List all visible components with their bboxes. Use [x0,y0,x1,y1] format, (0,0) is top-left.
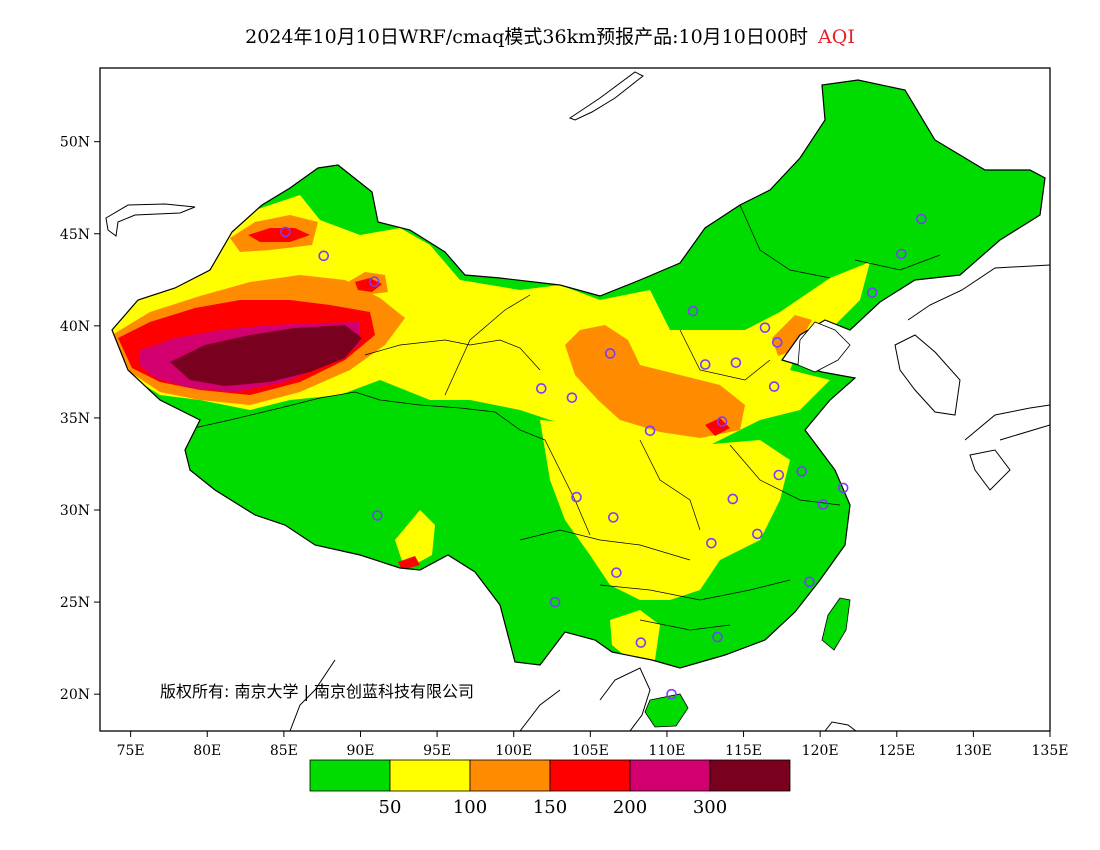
lake-baikal-outline [568,71,644,121]
x-tick-label: 100E [495,743,532,759]
city-marker [773,469,785,481]
city-marker [771,337,783,348]
aqi-legend: 50 100 150 200 300 [309,759,791,818]
city-marker [866,287,878,298]
x-tick-label: 115E [725,743,762,759]
city-marker [566,392,578,403]
city-marker [759,322,771,333]
city-marker [611,567,622,578]
aqi-moderate-central [540,420,790,600]
legend-swatch [629,759,711,792]
x-tick-label: 110E [648,743,685,759]
x-tick-label: 130E [955,743,992,759]
x-axis: 75E 80E 85E 90E 95E 100E 105E 110E 115E 120E 125E 1… [117,731,1069,759]
city-marker [604,348,616,359]
city-marker [687,305,699,317]
philippines-outline [824,721,857,731]
x-tick-label: 95E [423,743,451,759]
city-marker [280,226,291,238]
aqi-hazardous-tarim [170,325,362,386]
province-boundaries [184,204,941,631]
x-tick-label: 80E [193,743,221,759]
vietnam-coast-outline [289,659,651,731]
city-marker [571,491,582,503]
city-marker [768,381,780,392]
neighbour-coastlines [105,71,1050,731]
city-marker [730,357,742,368]
city-marker [635,637,647,648]
legend-swatch [389,759,471,792]
x-tick-label: 75E [117,743,145,759]
aqi-unhealthy-hami [355,278,382,292]
aqi-usg-beijing [772,315,812,356]
title-main: 2024年10月10日WRF/cmaq模式36km预报产品:10月10日00时 [245,26,809,48]
y-tick-label: 25N [60,595,90,611]
x-tick-label: 120E [802,743,839,759]
x-tick-label: 105E [572,743,609,759]
map-title: 2024年10月10日WRF/cmaq模式36km预报产品:10月10日00时 A… [0,22,1100,49]
city-marker [706,537,717,549]
x-tick-label: 125E [878,743,915,759]
legend-swatch [549,759,631,792]
x-tick-label: 85E [270,743,298,759]
y-tick-label: 45N [60,227,90,243]
y-tick-label: 40N [60,319,90,335]
aqi-moderate-south [610,610,660,660]
aqi-unhealthy-junggar [248,228,310,242]
x-tick-label: 90E [346,743,374,759]
legend-swatch [309,759,391,792]
city-marker [644,425,656,437]
caspian-outline [105,203,196,237]
y-tick-label: 30N [60,503,90,519]
city-marker [699,359,711,370]
city-marker [716,416,728,427]
bohai-sea [797,321,851,373]
legend-label: 200 [613,797,647,818]
legend-swatch [709,759,791,792]
city-markers [280,213,927,700]
city-marker [535,383,547,394]
city-marker [666,688,677,700]
city-marker [372,510,383,521]
title-variable: AQI [818,26,855,48]
x-tick-label: 135E [1032,743,1069,759]
city-marker [796,466,808,477]
copyright-text: 版权所有: 南京大学 | 南京创蓝科技有限公司 [160,682,474,701]
city-marker [817,499,829,510]
legend-label: 300 [693,797,727,818]
city-marker [549,596,561,608]
city-marker [804,576,815,588]
y-axis: 50N 45N 40N 35N 30N 25N 20N [60,135,100,703]
city-marker [727,493,739,505]
city-marker [752,528,763,540]
hainan-island [644,693,689,728]
legend-label: 100 [453,797,487,818]
taiwan-island [821,597,851,651]
y-tick-label: 35N [60,411,90,427]
city-marker [368,276,380,287]
aqi-unhealthy-henan [705,418,730,436]
aqi-usg-loess [565,325,745,438]
city-marker [915,213,927,225]
korea-japan-outline [894,264,1050,491]
aqi-moderate-tibet [395,510,435,570]
city-marker [712,631,723,643]
aqi-unhealthy-tibet [398,556,420,570]
city-marker [896,248,907,260]
y-tick-label: 50N [60,135,90,151]
city-marker [318,250,330,262]
city-marker [837,482,849,494]
legend-swatch [469,759,551,792]
y-tick-label: 20N [60,687,90,703]
legend-label: 50 [379,797,402,818]
city-marker [608,512,619,523]
legend-label: 150 [533,797,567,818]
